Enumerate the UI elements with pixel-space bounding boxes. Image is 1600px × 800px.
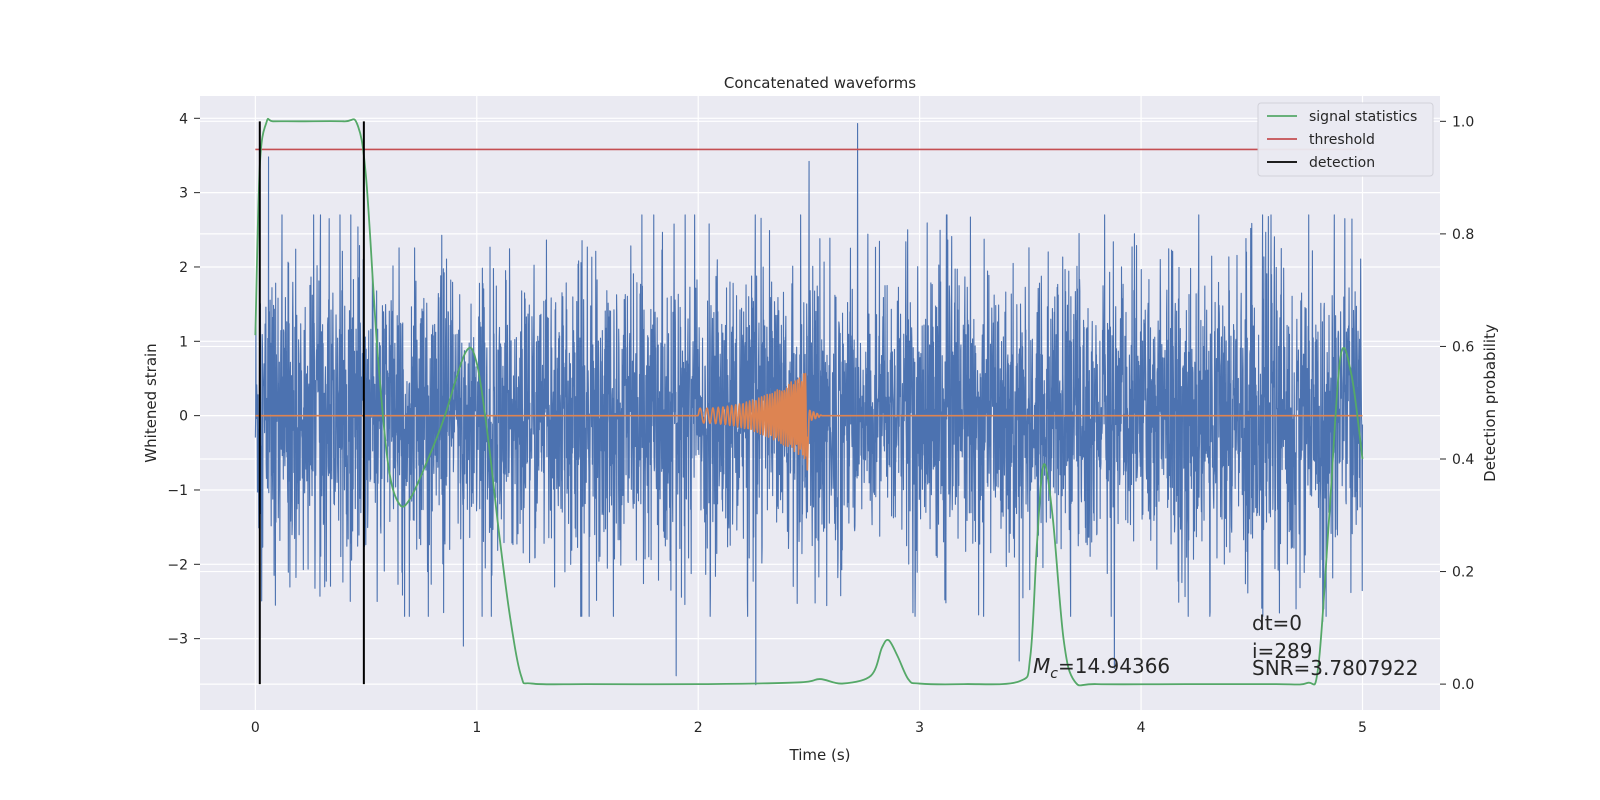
y-tick-label-left: −3 [167,632,188,648]
y-tick-label-right: 0.6 [1452,339,1474,355]
y-tick-label-left: 4 [179,111,188,127]
y-tick-label-left: 2 [179,260,188,276]
x-tick-label: 2 [694,720,703,736]
chart-title: Concatenated waveforms [724,74,916,92]
plot-layer [254,117,1364,687]
legend-label-threshold: threshold [1309,132,1375,148]
annotation-snr: SNR=3.7807922 [1252,656,1418,680]
x-tick-label: 4 [1137,720,1146,736]
ticks-layer: 0 1 2 3 4 5 −3 −2 −1 0 1 2 3 4 0.0 0.2 0.4 0.6 0.8 1.0 [167,111,1474,736]
y-tick-label-left: 3 [179,186,188,202]
legend-frame [1257,102,1434,177]
y-tick-label-right: 0.8 [1452,227,1474,243]
y-tick-label-right: 0.0 [1452,677,1474,693]
y-tick-label-right: 0.4 [1452,452,1474,468]
y-axis-label-left: Whitened strain [142,343,160,462]
y-tick-label-left: −1 [167,483,188,499]
x-tick-label: 1 [472,720,481,736]
x-tick-label: 3 [915,720,924,736]
annotation-chirp-mass: Mc=14.94366 [1033,654,1170,682]
injected-waveform-line [255,372,1363,471]
x-tick-label: 5 [1358,720,1367,736]
signal-statistics-line [254,117,1364,687]
y-tick-label-left: 0 [179,409,188,425]
legend-label-signal-statistics: signal statistics [1309,109,1417,125]
x-axis-label: Time (s) [789,746,851,764]
y-tick-label-right: 1.0 [1452,114,1474,130]
annotations: dt=0 i=289 SNR=3.7807922 Mc=14.94366 [1033,611,1418,682]
y-tick-label-right: 0.2 [1452,565,1474,581]
x-tick-label: 0 [251,720,260,736]
chirp-mass-subscript: c [1050,666,1058,682]
chirp-mass-symbol: M [1033,654,1050,678]
y-tick-label-left: 1 [179,334,188,350]
y-tick-label-left: −2 [167,557,188,573]
legend: signal statistics threshold detection [1257,102,1434,177]
y-axis-label-right: Detection probability [1481,324,1499,482]
annotation-dt: dt=0 [1252,611,1302,635]
annotation-index: i=289 [1252,639,1313,663]
chirp-mass-value: =14.94366 [1058,654,1170,678]
legend-label-detection: detection [1309,155,1375,171]
